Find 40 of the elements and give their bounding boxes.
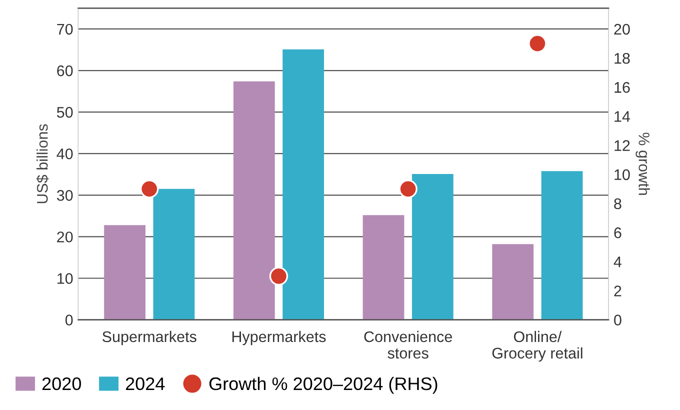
y2-tick-label: 14 xyxy=(614,111,630,122)
x-tick-label: Online/ Grocery retail xyxy=(492,330,582,362)
bar xyxy=(492,244,534,320)
y-tick-label: 20 xyxy=(57,232,73,242)
y-tick-label: 60 xyxy=(57,65,73,76)
y2-tick-label: 8 xyxy=(614,198,622,210)
y2-tick-label: 10 xyxy=(614,169,630,180)
y2-tick-label: 18 xyxy=(614,52,630,64)
y2-tick-label: 20 xyxy=(614,24,630,35)
x-tick-label: Supermarkets xyxy=(102,330,196,346)
legend-label: Growth % 2020–2024 (RHS) xyxy=(209,376,438,394)
y-tick-label: 10 xyxy=(58,273,73,284)
bar xyxy=(412,174,454,320)
bar xyxy=(233,81,275,320)
x-tick-label: Hypermarkets xyxy=(232,330,326,346)
bar xyxy=(541,171,583,320)
y2-tick-label: 4 xyxy=(614,256,622,268)
point xyxy=(528,34,547,53)
y2-tick-label: 0 xyxy=(614,314,622,326)
x-tick-label: Convenience stores xyxy=(364,330,452,359)
y2-tick-label: 6 xyxy=(614,227,622,238)
bar xyxy=(282,49,324,320)
y-tick-label: 0 xyxy=(65,314,73,326)
y-tick-label: 40 xyxy=(56,148,73,160)
y2-tick-label: 12 xyxy=(614,140,630,151)
point xyxy=(269,266,288,286)
bar xyxy=(104,225,146,320)
y-axis-title: US$ billions xyxy=(36,124,49,204)
y-tick-label: 70 xyxy=(57,24,73,35)
point xyxy=(398,180,418,198)
point xyxy=(140,180,159,198)
y-tick-label: 50 xyxy=(56,106,73,118)
y2-tick-label: 16 xyxy=(614,82,630,93)
bar xyxy=(153,188,195,320)
legend-label: 2020 xyxy=(42,377,81,390)
y2-tick-label: 2 xyxy=(614,286,622,296)
y2-axis-title: % growth xyxy=(636,132,650,195)
legend-label: 2024 xyxy=(126,377,165,390)
y-tick-label: 30 xyxy=(56,190,73,201)
bar xyxy=(362,215,404,320)
